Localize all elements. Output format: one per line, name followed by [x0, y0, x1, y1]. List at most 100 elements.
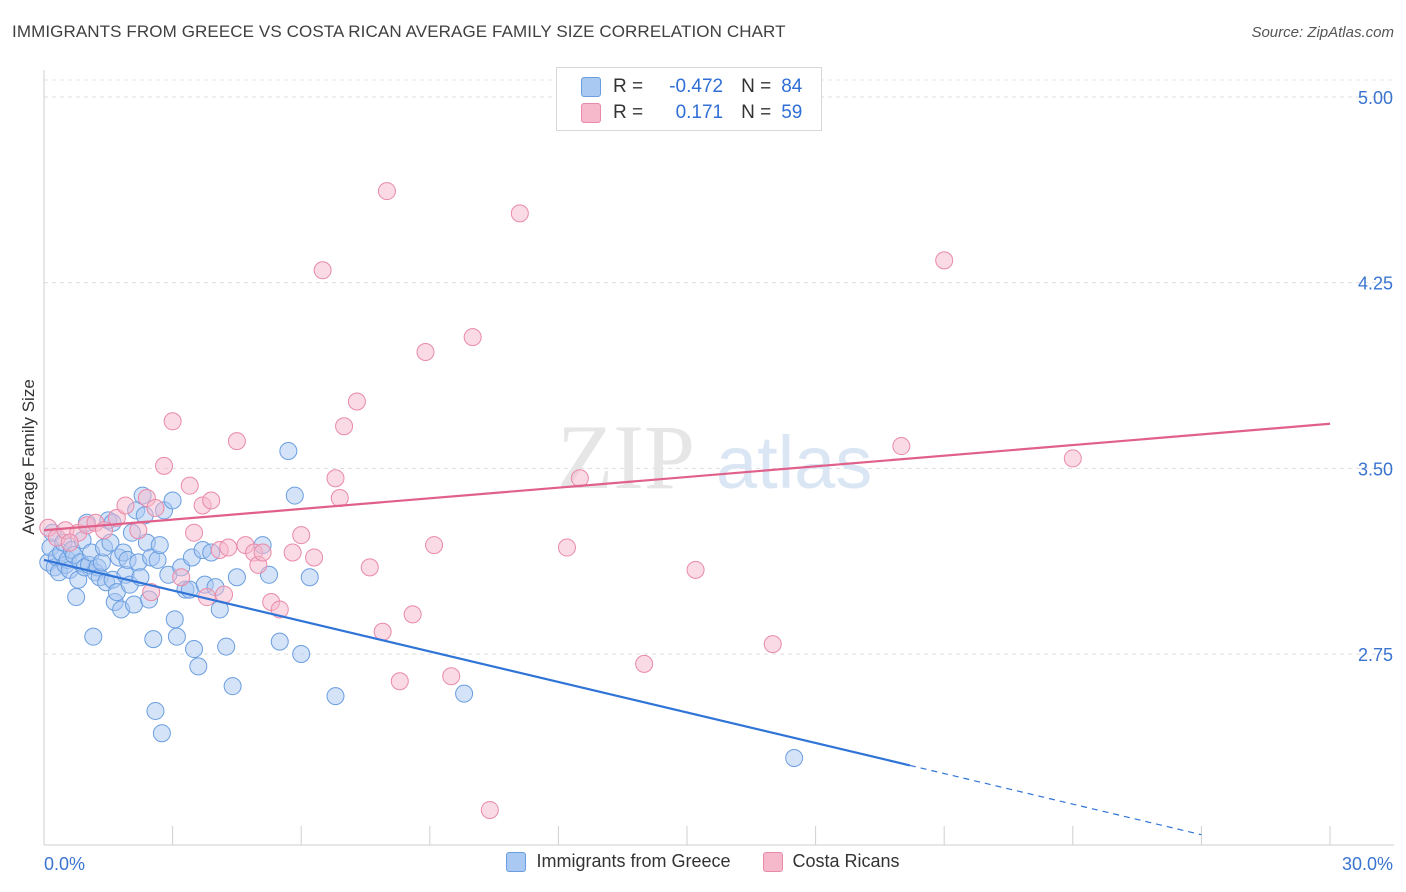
legend-r-label: R =: [613, 102, 644, 123]
greece-point: [152, 724, 171, 743]
greece-point: [300, 568, 319, 587]
greece-point: [150, 536, 169, 555]
greece-point: [189, 657, 208, 676]
costa-rica-point: [686, 560, 705, 579]
legend-row-costa-rica: R = 0.171 N = 59: [581, 100, 802, 126]
series-legend: Immigrants from Greece Costa Ricans: [0, 851, 1406, 872]
costa-rica-point: [403, 605, 422, 624]
costa-rica-point: [510, 204, 529, 223]
legend-swatch-greece: [581, 77, 601, 97]
costa-rica-point: [463, 328, 482, 347]
costa-rica-point: [313, 261, 332, 280]
costa-rica-point: [305, 548, 324, 567]
costa-rica-point: [163, 412, 182, 431]
costa-rica-point: [763, 635, 782, 654]
y-tick-label: 5.00: [1358, 88, 1393, 108]
trend-lines: [43, 422, 1331, 836]
greece-points: [39, 442, 804, 767]
costa-rica-point: [180, 476, 199, 495]
costa-rica-point: [442, 667, 461, 686]
legend-swatch: [762, 851, 783, 872]
correlation-legend: R = -0.472 N = 84 R = 0.171 N = 59: [556, 67, 822, 131]
greece-point: [146, 701, 165, 720]
y-tick-label: 3.50: [1358, 459, 1393, 479]
costa-rica-point: [390, 672, 409, 691]
costa-rica-point: [935, 251, 954, 270]
costa-rica-point: [326, 469, 345, 488]
costa-rica-point: [480, 800, 499, 819]
source-credit: Source: ZipAtlas.com: [1251, 24, 1394, 41]
costa-rica-point: [347, 392, 366, 411]
greece-point: [270, 632, 289, 651]
costa-rica-point: [202, 491, 221, 510]
costa-rica-point: [270, 600, 289, 619]
costa-rica-point: [377, 182, 396, 201]
watermark-atlas: atlas: [716, 421, 872, 504]
gridlines: [44, 79, 1394, 655]
legend-n-label: N =: [741, 76, 772, 97]
greece-point: [292, 645, 311, 663]
greece-point: [185, 640, 204, 659]
legend-row-greece: R = -0.472 N = 84: [581, 74, 802, 100]
greece-point: [227, 568, 246, 587]
costa-rica-point: [416, 342, 435, 361]
y-axis-label: Average Family Size: [19, 379, 38, 535]
greece-point: [326, 687, 345, 706]
costa-rica-point: [635, 654, 654, 673]
costa-rica-point: [60, 533, 79, 552]
costa-rica-point: [129, 521, 148, 540]
costa-rica-point: [1063, 449, 1082, 468]
costa-rica-point: [283, 543, 302, 562]
costa-rica-point: [142, 583, 161, 602]
greece-point: [165, 610, 184, 629]
costa-rica-point: [146, 498, 165, 517]
greece-point: [167, 627, 186, 646]
legend-n-value: 59: [781, 102, 803, 123]
costa-rica-point: [425, 536, 444, 555]
costa-rica-point: [107, 508, 126, 527]
costa-rica-point: [172, 568, 191, 587]
legend-n-value: 84: [781, 76, 803, 97]
axes: [43, 70, 1394, 846]
greece-point: [285, 486, 304, 505]
axis-labels: 2.75 3.50 4.25 5.00 0.0% 30.0%: [44, 88, 1393, 874]
legend-r-value: 0.171: [675, 102, 724, 123]
legend-r-value: -0.472: [669, 76, 724, 97]
costa-rica-point: [892, 437, 911, 456]
legend-n-label: N =: [741, 102, 772, 123]
legend-swatch-costa-rica: [581, 103, 601, 123]
costa-rica-point: [219, 538, 238, 557]
costa-rica-point: [335, 417, 354, 436]
watermark-zip: ZIP: [557, 406, 695, 508]
y-tick-label: 4.25: [1358, 274, 1393, 294]
costa-rica-point: [185, 523, 204, 542]
greece-point: [144, 630, 163, 649]
greece-point: [125, 595, 144, 614]
greece-point: [84, 627, 103, 646]
legend-item-costa-rica[interactable]: Costa Ricans: [762, 851, 900, 872]
greece-point: [455, 684, 474, 703]
costa-rica-point: [227, 432, 246, 451]
legend-item-greece[interactable]: Immigrants from Greece: [506, 851, 731, 872]
legend-label: Immigrants from Greece: [536, 851, 731, 871]
costa-rica-point: [292, 526, 311, 545]
costa-rica-point: [373, 622, 392, 641]
costa-rica-point: [116, 496, 135, 515]
greece-point: [163, 491, 182, 510]
greece-point: [67, 588, 86, 607]
legend-r-label: R =: [613, 76, 644, 97]
greece-point: [217, 637, 236, 656]
greece-point: [279, 442, 298, 461]
costa-rica-points: [39, 182, 1082, 819]
greece-point: [785, 748, 804, 767]
costa-rica-point: [360, 558, 379, 577]
greece-point: [223, 677, 242, 696]
costa-rica-point: [557, 538, 576, 557]
costa-rica-trend-line: [43, 422, 1331, 532]
greece-trend-extension: [909, 764, 1202, 836]
legend-swatch: [506, 851, 527, 872]
greece-point: [148, 550, 167, 569]
legend-label: Costa Ricans: [792, 851, 900, 871]
costa-rica-point: [330, 489, 349, 508]
